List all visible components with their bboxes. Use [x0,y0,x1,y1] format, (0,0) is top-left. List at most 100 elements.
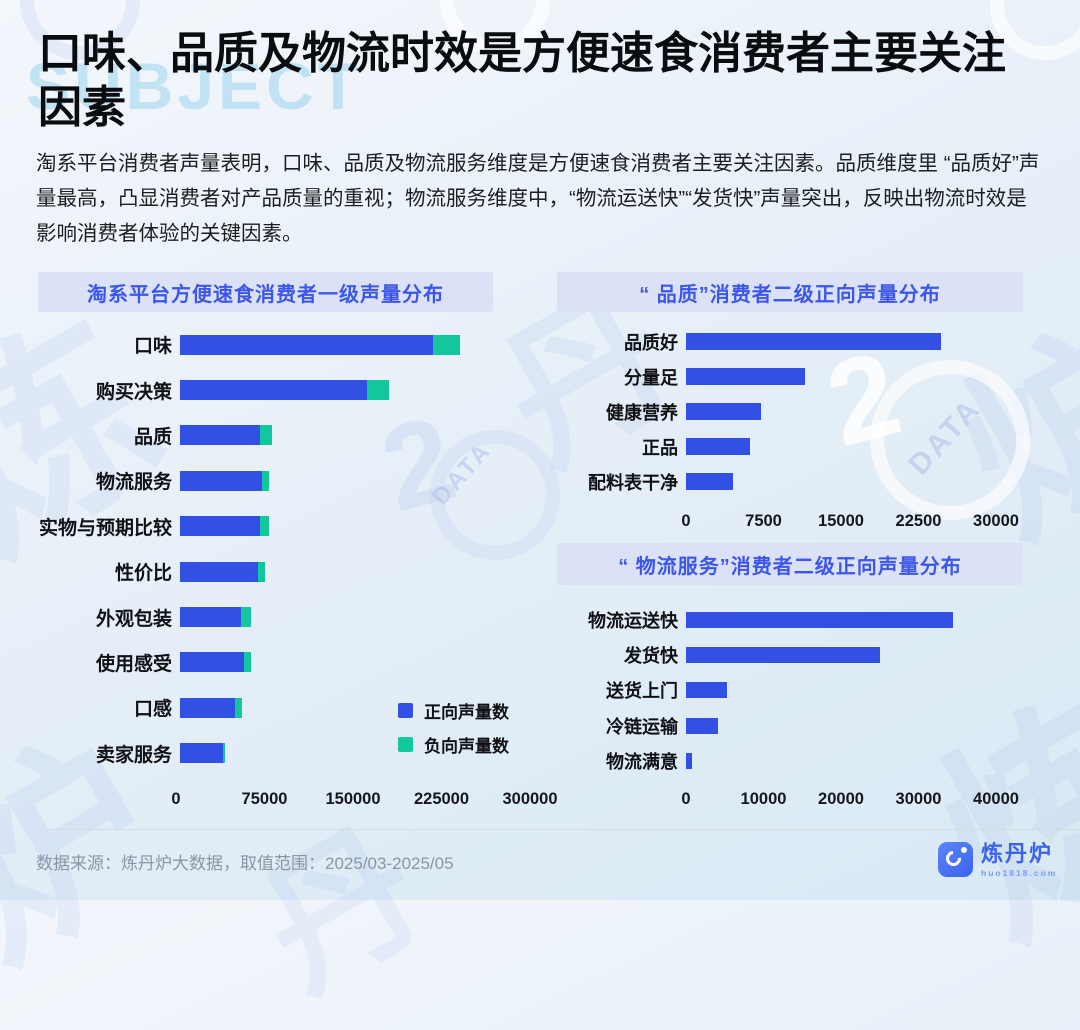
legend: 正向声量数 负向声量数 [398,698,509,757]
bar-group [180,697,242,718]
bar-segment [686,438,751,455]
x-axis-tick-label: 10000 [740,790,787,808]
category-label: 物流满意 [606,752,678,773]
chart-row: 物流运送快 [557,602,1067,637]
positive-bar-segment [180,380,368,401]
bar-segment [686,753,693,770]
quality-volume-chart: 品质好 分量足 健康营养 正品 配料表干净 [557,324,1067,499]
page-title: 口味、品质及物流时效是方便速食消费者主要关注 因素 [38,27,1044,135]
bar-group [180,652,252,673]
category-label: 外观包装 [95,608,172,630]
x-axis-tick-label: 20000 [818,790,864,808]
bar-group [180,607,252,628]
negative-bar-segment [235,697,242,718]
page-title-line2: 因素 [38,83,126,132]
bar-segment [686,473,733,490]
category-label: 使用感受 [95,653,172,675]
x-axis-tick-label: 300000 [502,790,558,808]
x-axis-tick-label: 0 [681,512,691,530]
chart-row: 购买决策 [38,367,548,412]
x-axis-tick-label: 0 [171,790,181,808]
intro-paragraph: 淘系平台消费者声量表明，口味、品质及物流服务维度是方便速食消费者主要关注因素。品… [36,152,1040,245]
category-label: 物流服务 [95,472,172,494]
chart-row: 物流满意 [557,744,1067,779]
chart-row: 发货快 [557,637,1067,672]
category-label: 健康营养 [606,402,678,423]
bar-group [180,334,460,355]
positive-bar-segment [180,652,245,673]
chart-row: 正品 [557,429,1067,464]
positive-bar-segment [180,743,224,764]
x-axis-tick-label: 30000 [895,790,942,808]
negative-bar-segment [262,470,270,491]
category-label: 品质 [133,426,172,448]
chart-row: 送货上门 [557,673,1067,708]
positive-bar-segment [180,607,241,628]
bar-segment [686,682,728,699]
negative-legend-label: 负向声量数 [424,737,509,756]
bar-group [686,682,728,699]
chart-row: 外观包装 [38,594,548,639]
category-label: 正品 [642,437,678,458]
positive-bar-segment [180,697,236,718]
chart-row: 使用感受 [38,640,548,685]
x-axis-tick-label: 40000 [973,790,1019,808]
bar-segment [686,333,942,350]
chart-row: 品质好 [557,324,1067,359]
category-label: 口味 [133,336,172,358]
x-axis-tick-label: 0 [681,790,691,808]
logistics-volume-chart: 物流运送快发货快送货上门冷链运输物流满意 [557,602,1067,779]
bar-group [686,611,954,628]
negative-bar-segment [432,334,460,355]
bar-group [686,368,805,385]
chart-header-logistics: “ 物流服务”消费者二级正向声量分布 [557,543,1023,585]
chart-row: 冷链运输 [557,708,1067,743]
category-label: 送货上门 [606,681,678,702]
category-label: 配料表干净 [588,472,678,493]
negative-bar-segment [223,743,225,764]
positive-legend-swatch [398,703,413,718]
footer-divider [45,829,1080,830]
positive-bar-segment [180,470,262,491]
negative-bar-segment [259,425,273,446]
bar-group [180,743,225,764]
bar-group [180,470,270,491]
brand-logo: 炼丹炉 huo1818.com [938,842,1057,878]
category-label: 口感 [133,699,172,721]
bar-group [686,473,733,490]
category-label: 发货快 [624,646,678,667]
bar-group [180,380,390,401]
chart-row: 配料表干净 [557,464,1067,499]
negative-bar-segment [244,652,252,673]
chart-row: 口味 [38,322,548,367]
x-axis-tick-label: 225000 [413,790,470,808]
legend-item-negative: 负向声量数 [398,732,509,757]
data-source-note: 数据来源：炼丹炉大数据，取值范围：2025/03-2025/05 [36,854,454,873]
x-axis-tick-label: 7500 [745,512,782,530]
chart-header-primary: 淘系平台方便速食消费者一级声量分布 [38,272,493,312]
bar-group [686,333,942,350]
bar-group [686,717,718,734]
bar-segment [686,368,805,385]
category-label: 物流运送快 [588,610,678,631]
positive-legend-label: 正向声量数 [424,703,509,722]
negative-bar-segment [367,380,390,401]
positive-bar-segment [180,561,258,582]
bar-segment [686,647,880,664]
brand-url: huo1818.com [981,868,1058,878]
x-axis-tick-label: 15000 [818,512,864,530]
chart-row: 物流服务 [38,458,548,503]
bar-segment [686,611,954,628]
bar-group [180,516,270,537]
bar-group [180,561,265,582]
negative-legend-swatch [398,737,413,752]
brand-name: 炼丹炉 [981,841,1054,866]
bar-group [686,438,751,455]
category-label: 卖家服务 [95,744,172,766]
negative-bar-segment [257,561,265,582]
chart-row: 健康营养 [557,394,1067,429]
positive-bar-segment [180,516,260,537]
negative-bar-segment [240,607,252,628]
category-label: 实物与预期比较 [38,517,172,539]
bar-group [686,753,693,770]
